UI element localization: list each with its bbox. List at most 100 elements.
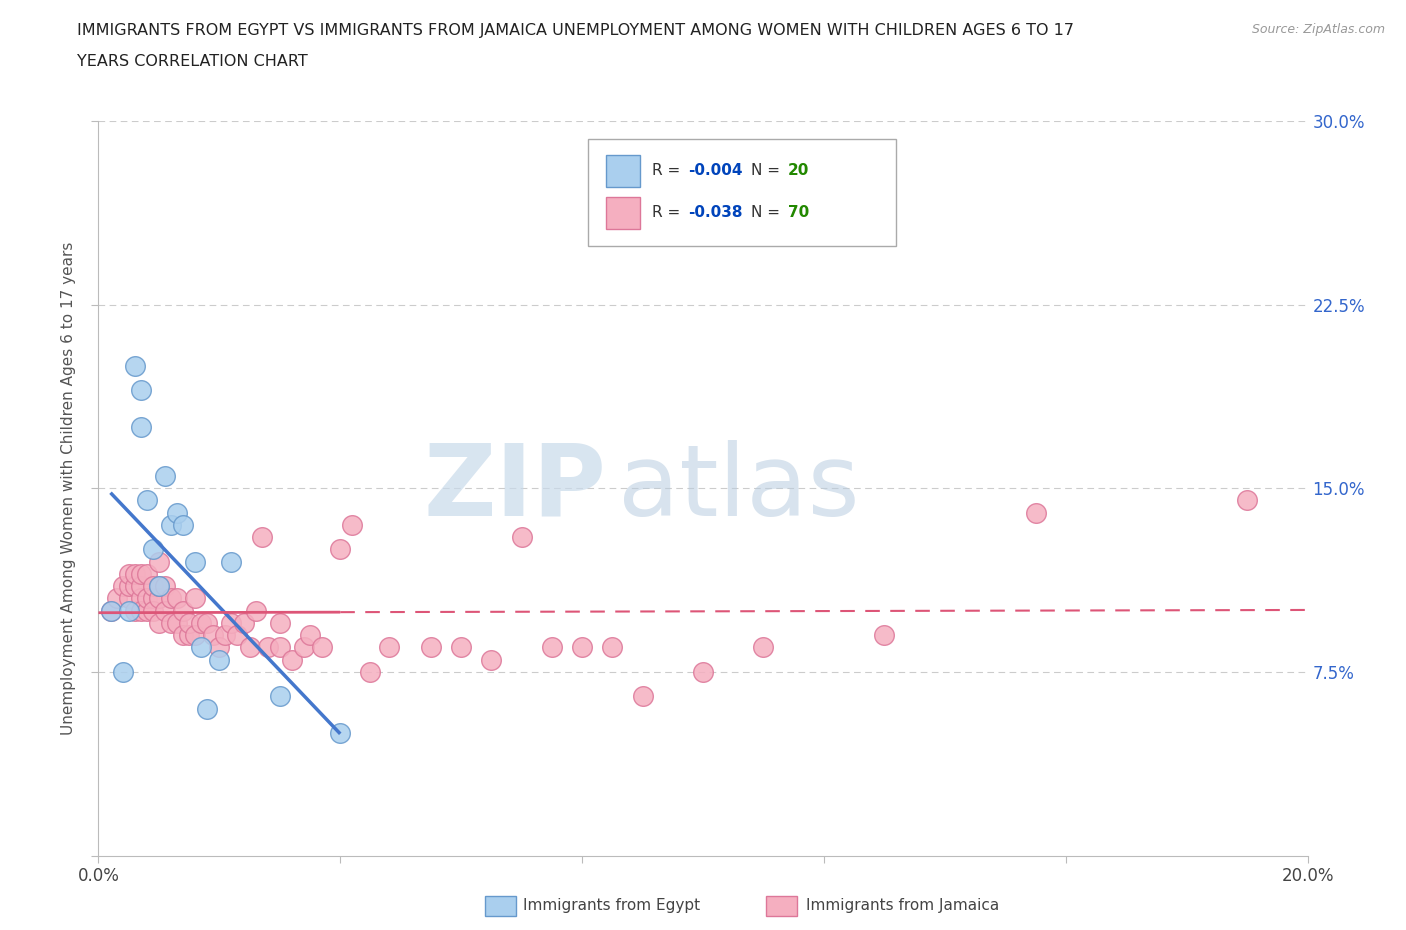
Point: [118, 604, 141, 618]
Point: [184, 554, 207, 569]
Point: [329, 725, 352, 740]
Point: [184, 628, 207, 643]
Point: [190, 616, 212, 631]
Point: [1236, 493, 1258, 508]
Point: [172, 517, 194, 532]
Point: [602, 640, 624, 655]
Point: [692, 664, 714, 679]
Point: [329, 542, 352, 557]
Text: N =: N =: [751, 164, 785, 179]
Point: [250, 530, 273, 545]
Point: [129, 419, 152, 434]
Text: Immigrants from Egypt: Immigrants from Egypt: [523, 898, 700, 913]
Point: [129, 604, 152, 618]
Point: [752, 640, 775, 655]
Point: [195, 616, 218, 631]
Point: [129, 383, 152, 398]
Point: [299, 628, 322, 643]
Point: [166, 591, 188, 606]
Point: [118, 566, 141, 581]
Point: [153, 469, 176, 484]
Point: [100, 604, 122, 618]
Point: [111, 664, 134, 679]
Point: [129, 591, 152, 606]
Point: [148, 591, 170, 606]
Point: [172, 628, 194, 643]
Point: [124, 578, 146, 593]
Point: [100, 604, 122, 618]
Point: [142, 591, 165, 606]
Point: [190, 640, 212, 655]
Point: [208, 652, 231, 667]
Text: IMMIGRANTS FROM EGYPT VS IMMIGRANTS FROM JAMAICA UNEMPLOYMENT AMONG WOMEN WITH C: IMMIGRANTS FROM EGYPT VS IMMIGRANTS FROM…: [77, 23, 1074, 38]
Point: [124, 566, 146, 581]
Point: [179, 628, 201, 643]
Point: [160, 517, 183, 532]
Point: [221, 554, 243, 569]
Point: [111, 578, 134, 593]
Point: [377, 640, 399, 655]
Point: [292, 640, 315, 655]
Text: -0.038: -0.038: [689, 206, 742, 220]
Text: ZIP: ZIP: [423, 440, 606, 537]
Y-axis label: Unemployment Among Women with Children Ages 6 to 17 years: Unemployment Among Women with Children A…: [60, 242, 76, 735]
Point: [118, 591, 141, 606]
Point: [172, 604, 194, 618]
Point: [160, 616, 183, 631]
Point: [208, 640, 231, 655]
Point: [179, 616, 201, 631]
Point: [124, 604, 146, 618]
Text: R =: R =: [652, 164, 685, 179]
FancyBboxPatch shape: [588, 140, 897, 246]
Point: [256, 640, 278, 655]
Point: [1024, 505, 1046, 520]
Point: [135, 493, 157, 508]
Point: [342, 517, 364, 532]
Point: [245, 604, 267, 618]
Point: [153, 578, 176, 593]
Text: 20: 20: [787, 164, 808, 179]
Point: [311, 640, 333, 655]
Point: [166, 616, 188, 631]
Text: YEARS CORRELATION CHART: YEARS CORRELATION CHART: [77, 54, 308, 69]
Point: [166, 505, 188, 520]
Point: [281, 652, 304, 667]
Point: [214, 628, 236, 643]
Point: [631, 689, 654, 704]
Point: [105, 591, 128, 606]
Point: [571, 640, 593, 655]
Point: [118, 578, 141, 593]
Point: [360, 664, 382, 679]
Point: [195, 701, 218, 716]
Text: R =: R =: [652, 206, 685, 220]
Point: [226, 628, 249, 643]
Point: [450, 640, 472, 655]
Point: [873, 628, 896, 643]
Point: [269, 640, 291, 655]
Point: [142, 578, 165, 593]
Point: [129, 578, 152, 593]
Point: [202, 628, 225, 643]
Point: [269, 616, 291, 631]
Point: [239, 640, 262, 655]
Point: [221, 616, 243, 631]
Point: [129, 566, 152, 581]
Point: [148, 554, 170, 569]
Point: [269, 689, 291, 704]
FancyBboxPatch shape: [606, 155, 640, 187]
Point: [135, 566, 157, 581]
Text: Source: ZipAtlas.com: Source: ZipAtlas.com: [1251, 23, 1385, 36]
Point: [420, 640, 443, 655]
Point: [184, 591, 207, 606]
Point: [142, 604, 165, 618]
Point: [510, 530, 533, 545]
Point: [148, 616, 170, 631]
Point: [232, 616, 254, 631]
Text: atlas: atlas: [619, 440, 860, 537]
Point: [148, 578, 170, 593]
Point: [153, 604, 176, 618]
Point: [540, 640, 562, 655]
Point: [124, 358, 146, 373]
Text: Immigrants from Jamaica: Immigrants from Jamaica: [806, 898, 998, 913]
Point: [142, 542, 165, 557]
